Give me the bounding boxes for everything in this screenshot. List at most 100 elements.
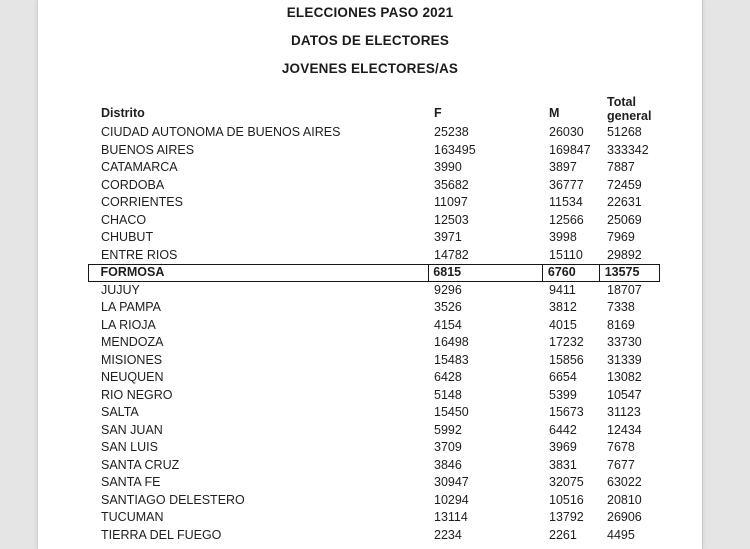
cell-m-count: 3812 bbox=[549, 300, 577, 314]
cell-distrito: CORDOBA bbox=[101, 177, 165, 192]
cell-m-count: 6654 bbox=[549, 370, 577, 384]
cell-distrito: TUCUMAN bbox=[101, 510, 164, 524]
document-page: ELECCIONES PASO 2021 DATOS DE ELECTORES … bbox=[37, 0, 703, 549]
table-row: MISIONES 15483 15856 31339 bbox=[88, 352, 660, 370]
cell-total-general: 20810 bbox=[607, 492, 642, 507]
cell-m-count: 15673 bbox=[549, 405, 584, 419]
table-body: CIUDAD AUTONOMA DE BUENOS AIRES 25238 26… bbox=[88, 124, 660, 544]
cell-m-count: 169847 bbox=[549, 142, 591, 157]
cell-f-count: 35682 bbox=[434, 177, 469, 192]
title-datos-de-electores: DATOS DE ELECTORES bbox=[290, 33, 450, 48]
table-row-selected: FORMOSA 6815 6760 13575 bbox=[88, 264, 660, 282]
table-header-row: Distrito F M Total general bbox=[88, 88, 660, 124]
cell-total-general: 12434 bbox=[607, 422, 642, 437]
cell-m-count: 15110 bbox=[549, 247, 583, 262]
cell-m-count: 11534 bbox=[549, 195, 583, 209]
cell-f-count: 13114 bbox=[434, 510, 468, 524]
cell-m-count: 3969 bbox=[549, 440, 577, 454]
cell-m-count: 3998 bbox=[549, 230, 577, 244]
table-row: TUCUMAN 13114 13792 26906 bbox=[88, 509, 660, 527]
cell-distrito: CATAMARCA bbox=[101, 160, 178, 174]
cell-distrito: SAN LUIS bbox=[101, 440, 158, 454]
cell-distrito: CORRIENTES bbox=[101, 195, 183, 209]
cell-total-general: 31339 bbox=[607, 352, 642, 367]
cell-total-general: 7677 bbox=[607, 457, 635, 472]
cell-m-count: 17232 bbox=[549, 335, 584, 349]
cell-f-count: 3846 bbox=[434, 457, 462, 472]
title-jovenes-electores: JOVENES ELECTORES/AS bbox=[281, 61, 459, 76]
column-header-m: M bbox=[549, 105, 560, 120]
cell-distrito: RIO NEGRO bbox=[101, 387, 173, 402]
cell-distrito: BUENOS AIRES bbox=[101, 142, 195, 157]
table-row: CATAMARCA 3990 3897 7887 bbox=[88, 159, 660, 177]
column-header-f: F bbox=[434, 105, 442, 120]
cell-m-count: 36777 bbox=[549, 177, 584, 192]
cell-distrito: SANTIAGO DELESTERO bbox=[101, 492, 245, 507]
table-row: BUENOS AIRES 163495 169847 333342 bbox=[88, 142, 660, 160]
cell-total-general: 31123 bbox=[607, 405, 641, 419]
table-row: NEUQUEN 6428 6654 13082 bbox=[88, 369, 660, 387]
cell-distrito: CIUDAD AUTONOMA DE BUENOS AIRES bbox=[101, 125, 341, 139]
cell-total-general: 13082 bbox=[607, 370, 642, 384]
cell-distrito: LA PAMPA bbox=[101, 300, 161, 314]
table-row: JUJUY 9296 9411 18707 bbox=[88, 282, 660, 300]
cell-total-general: 26906 bbox=[607, 510, 642, 524]
cell-f-count: 15483 bbox=[434, 352, 469, 367]
cell-m-count: 15856 bbox=[549, 352, 584, 367]
cell-distrito: SANTA FE bbox=[101, 475, 161, 489]
column-header-total-general: Total general bbox=[607, 95, 652, 123]
table-row: CHUBUT 3971 3998 7969 bbox=[88, 229, 660, 247]
cell-m-count: 6442 bbox=[549, 422, 577, 437]
cell-total-general: 7678 bbox=[607, 440, 635, 454]
cell-distrito: JUJUY bbox=[101, 282, 140, 297]
cell-m-count: 3897 bbox=[549, 160, 577, 174]
cell-total-general: 29892 bbox=[607, 247, 642, 262]
cell-distrito: MISIONES bbox=[101, 352, 163, 367]
cell-f-count: 4154 bbox=[434, 317, 462, 332]
cell-distrito: MENDOZA bbox=[101, 335, 164, 349]
table-row: CIUDAD AUTONOMA DE BUENOS AIRES 25238 26… bbox=[88, 124, 660, 142]
cell-total-general: 10547 bbox=[607, 387, 642, 402]
cell-f-count: 2234 bbox=[434, 527, 462, 542]
electors-table: Distrito F M Total general CIUDAD AUTONO… bbox=[88, 88, 660, 544]
table-row: TIERRA DEL FUEGO 2234 2261 4495 bbox=[88, 527, 660, 545]
cell-total-general: 7969 bbox=[607, 230, 635, 244]
cell-distrito: SANTA CRUZ bbox=[101, 457, 180, 472]
cell-m-count: 26030 bbox=[549, 125, 584, 139]
cell-distrito: SALTA bbox=[101, 405, 139, 419]
cell-total-general: 51268 bbox=[607, 125, 642, 139]
cell-m-count: 6760 bbox=[542, 265, 599, 281]
cell-m-count: 10516 bbox=[549, 492, 584, 507]
cell-distrito: NEUQUEN bbox=[101, 370, 164, 384]
cell-total-general: 7338 bbox=[607, 300, 635, 314]
cell-total-general: 63022 bbox=[607, 475, 642, 489]
cell-f-count: 6815 bbox=[427, 265, 543, 281]
cell-distrito: CHUBUT bbox=[101, 230, 154, 244]
cell-total-general: 8169 bbox=[607, 317, 635, 332]
cell-f-count: 3709 bbox=[434, 440, 462, 454]
cell-distrito: ENTRE RIOS bbox=[101, 247, 178, 262]
table-row: SAN LUIS 3709 3969 7678 bbox=[88, 439, 660, 457]
cell-total-general: 18707 bbox=[607, 282, 642, 297]
table-row: CORRIENTES 11097 11534 22631 bbox=[88, 194, 660, 212]
document-titles: ELECCIONES PASO 2021 DATOS DE ELECTORES … bbox=[38, 6, 702, 90]
table-row: SANTIAGO DELESTERO 10294 10516 20810 bbox=[88, 492, 660, 510]
cell-distrito: TIERRA DEL FUEGO bbox=[101, 527, 222, 542]
cell-f-count: 16498 bbox=[434, 335, 469, 349]
cell-m-count: 32075 bbox=[549, 475, 584, 489]
table-row: LA PAMPA 3526 3812 7338 bbox=[88, 299, 660, 317]
table-row: MENDOZA 16498 17232 33730 bbox=[88, 334, 660, 352]
table-row: LA RIOJA 4154 4015 8169 bbox=[88, 317, 660, 335]
cell-total-general: 13575 bbox=[599, 265, 659, 281]
cell-distrito: LA RIOJA bbox=[101, 317, 156, 332]
column-header-distrito: Distrito bbox=[101, 105, 145, 120]
cell-f-count: 14782 bbox=[434, 247, 469, 262]
cell-m-count: 4015 bbox=[549, 317, 577, 332]
cell-m-count: 9411 bbox=[549, 282, 576, 297]
cell-f-count: 3971 bbox=[434, 230, 462, 244]
cell-f-count: 30947 bbox=[434, 475, 469, 489]
table-row: CORDOBA 35682 36777 72459 bbox=[88, 177, 660, 195]
cell-distrito: SAN JUAN bbox=[101, 422, 163, 437]
table-row: ENTRE RIOS 14782 15110 29892 bbox=[88, 247, 660, 265]
